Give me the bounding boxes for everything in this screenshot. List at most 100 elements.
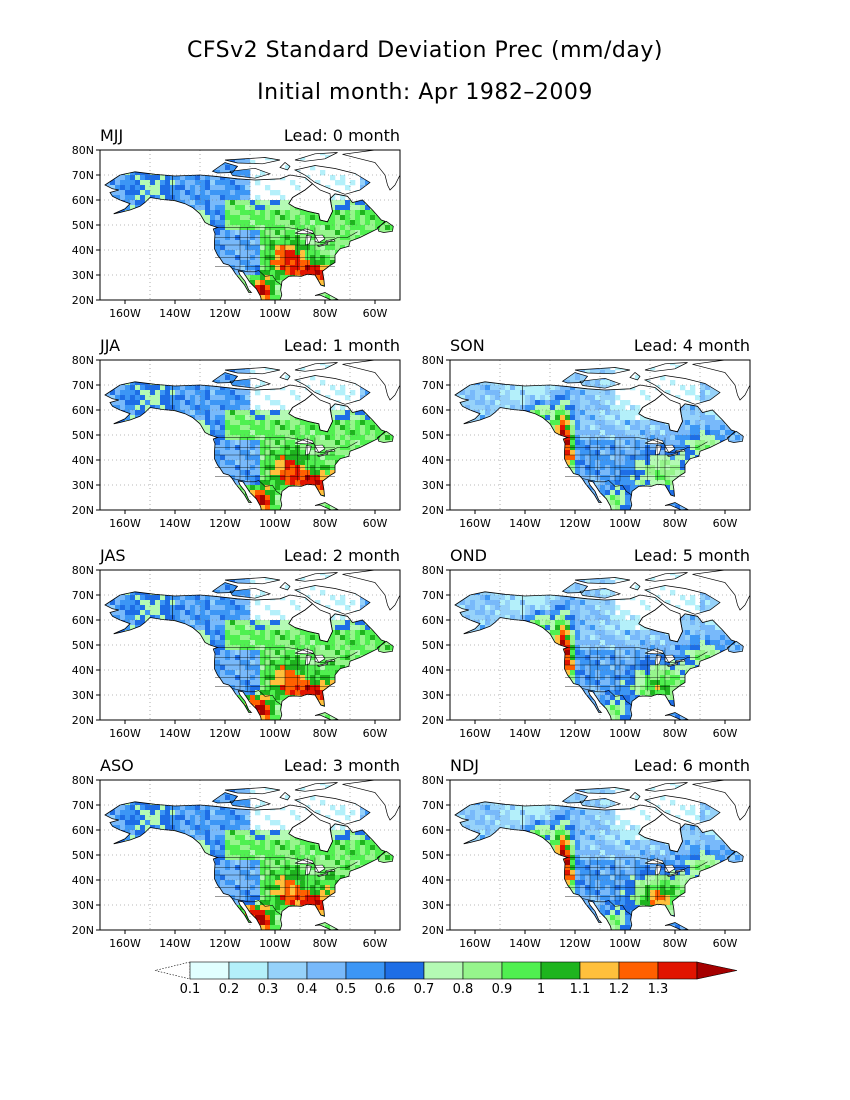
lon-tick-label: 160W — [109, 727, 141, 740]
panel-lead-label: Lead: 1 month — [284, 336, 400, 355]
lat-tick-label: 60N — [422, 404, 444, 417]
panel-lead-label: Lead: 6 month — [634, 756, 750, 775]
lat-tick-label: 30N — [422, 899, 444, 912]
colorbar-tick-label: 1.1 — [570, 982, 591, 997]
panel-season-label: MJJ — [100, 126, 123, 145]
lon-tick-label: 120W — [209, 937, 241, 950]
map-panel-ond: OND Lead: 5 month 20N 30N 40N 50N 60N 70N 80N 160… — [422, 546, 751, 740]
lon-tick-label: 120W — [209, 727, 241, 740]
lat-tick-label: 50N — [72, 849, 94, 862]
lat-tick-label: 40N — [422, 664, 444, 677]
colorbar-swatch — [618, 961, 659, 980]
lat-tick-label: 60N — [72, 404, 94, 417]
lon-tick-label: 100W — [609, 727, 641, 740]
lat-tick-label: 50N — [72, 219, 94, 232]
colorbar-tick-label: 0.7 — [414, 982, 435, 997]
lat-tick-label: 80N — [72, 774, 94, 787]
lon-tick-label: 80W — [313, 937, 338, 950]
lon-tick-label: 140W — [509, 937, 541, 950]
lat-tick-label: 30N — [72, 899, 94, 912]
lat-tick-label: 70N — [72, 379, 94, 392]
lat-tick-label: 80N — [72, 564, 94, 577]
lat-tick-label: 70N — [72, 799, 94, 812]
colorbar-swatch — [540, 961, 581, 980]
lon-tick-label: 160W — [459, 937, 491, 950]
lat-tick-label: 20N — [72, 504, 94, 517]
lon-tick-label: 60W — [363, 937, 388, 950]
lon-tick-label: 100W — [609, 517, 641, 530]
colorbar-swatch — [345, 961, 386, 980]
lon-tick-label: 80W — [313, 517, 338, 530]
lon-tick-label: 60W — [713, 937, 738, 950]
lat-tick-label: 70N — [422, 589, 444, 602]
colorbar-swatch — [267, 961, 308, 980]
lat-tick-label: 20N — [422, 924, 444, 937]
colorbar: 0.1 0.2 0.3 0.4 0.5 0.6 0.7 0.8 0.9 1 1.1 1.2 1.3 — [154, 961, 738, 997]
lon-tick-label: 140W — [159, 517, 191, 530]
colorbar-swatch — [657, 961, 698, 980]
map-field — [100, 360, 400, 510]
map-field — [100, 150, 400, 300]
lat-tick-label: 80N — [422, 774, 444, 787]
map-field — [100, 780, 400, 930]
panel-season-label: JJA — [99, 336, 120, 355]
colorbar-swatch — [189, 961, 230, 980]
panel-lead-label: Lead: 5 month — [634, 546, 750, 565]
lon-tick-label: 80W — [663, 517, 688, 530]
figure-subtitle: Initial month: Apr 1982–2009 — [257, 80, 593, 105]
panel-season-label: NDJ — [450, 756, 479, 775]
colorbar-tick-label: 0.2 — [219, 982, 240, 997]
panel-lead-label: Lead: 0 month — [284, 126, 400, 145]
colorbar-tick-label: 0.4 — [297, 982, 318, 997]
lon-tick-label: 100W — [259, 937, 291, 950]
lon-tick-label: 160W — [109, 517, 141, 530]
lon-tick-label: 60W — [713, 727, 738, 740]
lon-tick-label: 60W — [363, 727, 388, 740]
map-field — [100, 570, 400, 720]
lat-tick-label: 40N — [422, 874, 444, 887]
lat-tick-label: 20N — [422, 714, 444, 727]
lat-tick-label: 80N — [72, 354, 94, 367]
lat-tick-label: 30N — [72, 269, 94, 282]
lon-tick-label: 140W — [509, 517, 541, 530]
lat-tick-label: 50N — [422, 849, 444, 862]
lat-tick-label: 40N — [72, 454, 94, 467]
colorbar-tick-label: 1.2 — [609, 982, 630, 997]
lon-tick-label: 160W — [459, 727, 491, 740]
lon-tick-label: 100W — [259, 517, 291, 530]
lat-tick-label: 70N — [72, 169, 94, 182]
colorbar-tick-label: 1 — [537, 982, 545, 997]
lon-tick-label: 100W — [609, 937, 641, 950]
colorbar-tick-label: 1.3 — [648, 982, 669, 997]
lon-tick-label: 80W — [313, 727, 338, 740]
map-field — [450, 570, 750, 720]
lon-tick-label: 100W — [259, 307, 291, 320]
map-panel-ndj: NDJ Lead: 6 month 20N 30N 40N 50N 60N 70N 80N 160… — [422, 756, 751, 950]
lat-tick-label: 50N — [72, 429, 94, 442]
lon-tick-label: 140W — [509, 727, 541, 740]
lat-tick-label: 60N — [422, 614, 444, 627]
lon-tick-label: 80W — [663, 727, 688, 740]
lat-tick-label: 20N — [422, 504, 444, 517]
lon-tick-label: 80W — [313, 307, 338, 320]
lon-tick-label: 120W — [559, 727, 591, 740]
panel-season-label: SON — [450, 336, 485, 355]
colorbar-tick-label: 0.1 — [180, 982, 201, 997]
colorbar-tick-label: 0.5 — [336, 982, 357, 997]
lon-tick-label: 160W — [109, 307, 141, 320]
map-panel-aso: ASO Lead: 3 month 20N 30N 40N 50N 60N 70N 80N 160… — [72, 756, 401, 950]
colorbar-tick-label: 0.9 — [492, 982, 513, 997]
colorbar-tick-label: 0.3 — [258, 982, 279, 997]
lat-tick-label: 30N — [422, 689, 444, 702]
lat-tick-label: 40N — [72, 874, 94, 887]
lat-tick-label: 50N — [422, 429, 444, 442]
lat-tick-label: 20N — [72, 714, 94, 727]
lat-tick-label: 70N — [422, 379, 444, 392]
map-field — [450, 360, 750, 510]
lat-tick-label: 80N — [72, 144, 94, 157]
lat-tick-label: 60N — [72, 614, 94, 627]
lat-tick-label: 60N — [72, 824, 94, 837]
map-panel-son: SON Lead: 4 month 20N 30N 40N 50N 60N 70N 80N 160… — [422, 336, 751, 530]
lat-tick-label: 40N — [72, 244, 94, 257]
map-panel-jja: JJA Lead: 1 month 20N 30N 40N 50N 60N 70N 80N 160… — [72, 336, 401, 530]
